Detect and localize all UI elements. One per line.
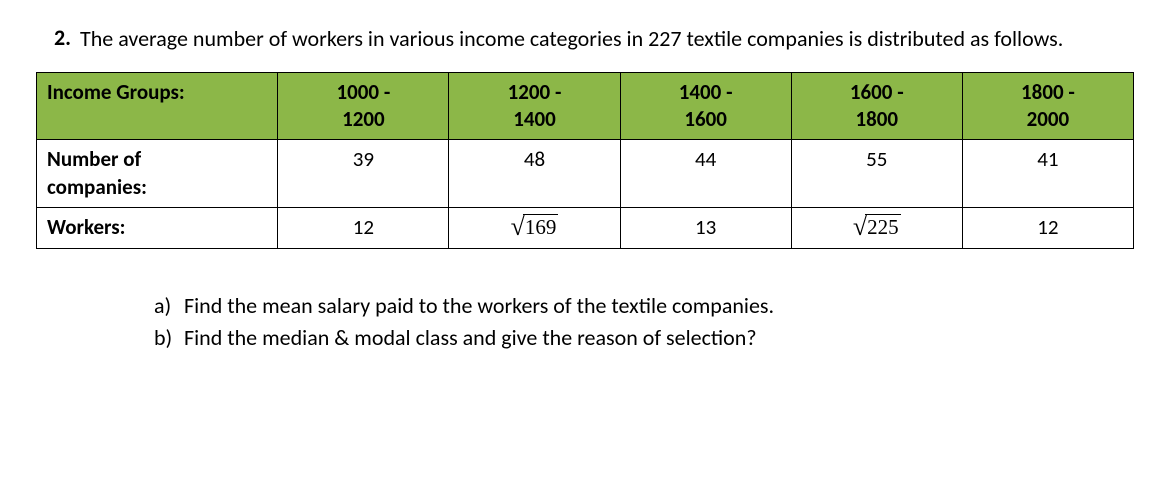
row-label-income-groups: Income Groups: [37,72,278,140]
row-label-workers: Workers: [37,207,278,248]
cell-workers-3: 13 [620,207,791,248]
cell-companies-4: 55 [791,140,962,208]
cell-companies-2: 48 [449,140,620,208]
sub-question-text: Find the median & modal class and give t… [184,323,757,353]
income-distribution-table: Income Groups: 1000 -1200 1200 -1400 140… [36,72,1134,249]
cell-workers-2: √169 [449,207,620,248]
table-header-row: Income Groups: 1000 -1200 1200 -1400 140… [37,72,1134,140]
sqrt-icon: √225 [853,214,901,240]
document-page: 2. The average number of workers in vari… [0,0,1170,379]
col-header-1: 1000 -1200 [278,72,449,140]
table-row-companies: Number ofcompanies: 39 48 44 55 41 [37,140,1134,208]
col-header-2: 1200 -1400 [449,72,620,140]
cell-workers-4: √225 [791,207,962,248]
cell-workers-1: 12 [278,207,449,248]
sub-question-letter: b) [154,323,184,353]
col-header-3: 1400 -1600 [620,72,791,140]
cell-workers-5: 12 [962,207,1133,248]
table-row-workers: Workers: 12 √169 13 √225 12 [37,207,1134,248]
col-header-5: 1800 -2000 [962,72,1133,140]
col-header-4: 1600 -1800 [791,72,962,140]
question-text: The average number of workers in various… [80,24,1134,54]
sub-question-list: a) Find the mean salary paid to the work… [36,291,1134,352]
cell-companies-1: 39 [278,140,449,208]
sub-question-letter: a) [154,291,184,321]
row-label-companies: Number ofcompanies: [37,140,278,208]
sub-question-text: Find the mean salary paid to the workers… [184,291,774,321]
sub-question-a: a) Find the mean salary paid to the work… [154,291,1134,321]
cell-companies-3: 44 [620,140,791,208]
sqrt-icon: √169 [511,214,559,240]
question-2: 2. The average number of workers in vari… [36,24,1134,54]
question-number: 2. [36,24,80,51]
sub-question-b: b) Find the median & modal class and giv… [154,323,1134,353]
cell-companies-5: 41 [962,140,1133,208]
